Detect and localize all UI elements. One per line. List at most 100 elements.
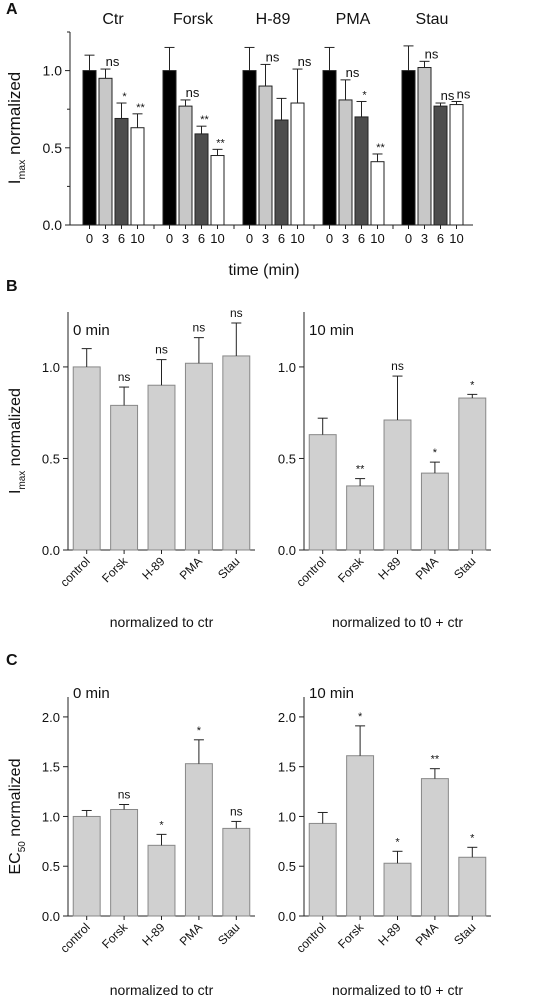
y-tick-label: 1.0 xyxy=(278,809,296,824)
y-tick-label: 0.5 xyxy=(42,451,60,466)
x-tick-label: 0 xyxy=(166,231,173,246)
bar xyxy=(178,105,193,226)
x-axis-label: normalized to t0 + ctr xyxy=(332,982,463,998)
significance-label: * xyxy=(433,447,438,459)
x-tick-label: Stau xyxy=(451,554,478,581)
bar xyxy=(458,856,487,917)
bar xyxy=(242,70,257,226)
y-tick-label: 1.0 xyxy=(43,63,63,79)
x-axis-label: time (min) xyxy=(228,262,299,279)
bar xyxy=(184,763,213,917)
y-axis-label: EC50 normalized xyxy=(7,759,28,875)
bar xyxy=(383,862,412,917)
significance-label: ns xyxy=(118,370,131,384)
bar xyxy=(147,844,176,917)
y-axis-label: Imax normalized xyxy=(7,388,28,494)
significance-label: ** xyxy=(200,114,209,126)
group-title: PMA xyxy=(336,11,371,28)
x-tick-label: 3 xyxy=(262,231,269,246)
significance-label: ns xyxy=(346,65,360,80)
bar xyxy=(417,67,432,226)
x-tick-label: 6 xyxy=(437,231,444,246)
x-tick-label: 6 xyxy=(278,231,285,246)
y-tick-label: 0.0 xyxy=(278,909,296,924)
bar xyxy=(147,384,176,551)
x-axis-label: normalized to t0 + ctr xyxy=(332,614,463,630)
bar xyxy=(162,70,177,226)
bar xyxy=(346,755,375,917)
x-tick-label: 0 xyxy=(246,231,253,246)
bar xyxy=(184,362,213,551)
x-tick-label: Forsk xyxy=(99,554,131,586)
x-tick-label: 0 xyxy=(326,231,333,246)
significance-label: ** xyxy=(136,102,145,114)
significance-label: ** xyxy=(356,464,365,476)
significance-label: ns xyxy=(266,49,280,64)
significance-label: ns xyxy=(298,54,312,69)
significance-label: ns xyxy=(193,321,206,335)
y-tick-label: 1.0 xyxy=(42,360,60,375)
significance-label: * xyxy=(470,379,475,391)
y-tick-label: 2.0 xyxy=(42,710,60,725)
x-tick-label: PMA xyxy=(177,554,205,582)
x-tick-label: control xyxy=(57,554,92,589)
subplot-title: 0 min xyxy=(73,685,110,702)
subplot-title: 0 min xyxy=(73,322,110,339)
x-tick-label: 6 xyxy=(118,231,125,246)
bar xyxy=(114,117,129,226)
significance-label: * xyxy=(395,836,400,848)
bar xyxy=(72,815,101,917)
significance-label: * xyxy=(362,89,367,101)
x-tick-label: PMA xyxy=(413,920,441,948)
significance-label: * xyxy=(122,91,127,103)
bar xyxy=(98,77,113,226)
x-tick-label: 6 xyxy=(198,231,205,246)
x-tick-label: PMA xyxy=(413,554,441,582)
bar xyxy=(433,105,448,226)
panel-label-b: B xyxy=(6,278,18,295)
group-title: Stau xyxy=(416,11,449,28)
y-tick-label: 0.5 xyxy=(42,859,60,874)
bar xyxy=(354,116,369,226)
y-tick-label: 0.0 xyxy=(43,217,63,233)
bar xyxy=(449,104,464,226)
bar xyxy=(383,419,412,551)
x-tick-label: 10 xyxy=(449,231,463,246)
significance-label: ns xyxy=(186,85,200,100)
bar xyxy=(308,434,337,551)
bar xyxy=(258,85,273,226)
x-tick-label: control xyxy=(57,920,92,955)
x-tick-label: H-89 xyxy=(375,554,404,583)
x-tick-label: 3 xyxy=(182,231,189,246)
bar xyxy=(110,404,139,551)
significance-label: * xyxy=(197,725,202,737)
y-tick-label: 0.0 xyxy=(42,543,60,558)
bar xyxy=(274,119,289,226)
y-tick-label: 0.5 xyxy=(278,859,296,874)
panel-label-a: A xyxy=(6,1,18,18)
significance-label: ns xyxy=(425,46,439,61)
y-tick-label: 0.0 xyxy=(42,909,60,924)
bar xyxy=(110,808,139,917)
x-tick-label: Stau xyxy=(215,920,242,947)
significance-label: * xyxy=(470,832,475,844)
x-tick-label: 10 xyxy=(130,231,144,246)
bar xyxy=(420,472,449,551)
bar xyxy=(370,161,385,226)
group-title: H-89 xyxy=(256,11,291,28)
bar xyxy=(72,366,101,551)
y-tick-label: 0.5 xyxy=(278,451,296,466)
x-tick-label: 3 xyxy=(102,231,109,246)
significance-label: ns xyxy=(457,86,471,101)
subplot-title: 10 min xyxy=(309,685,354,702)
bar xyxy=(210,155,225,226)
y-tick-label: 0.5 xyxy=(43,140,63,156)
bar xyxy=(82,70,97,226)
significance-label: ns xyxy=(441,88,455,103)
significance-label: ns xyxy=(391,359,404,373)
bar xyxy=(308,822,337,917)
bar xyxy=(222,827,251,917)
significance-label: ns xyxy=(155,343,168,357)
x-tick-label: H-89 xyxy=(375,920,404,949)
y-tick-label: 2.0 xyxy=(278,710,296,725)
